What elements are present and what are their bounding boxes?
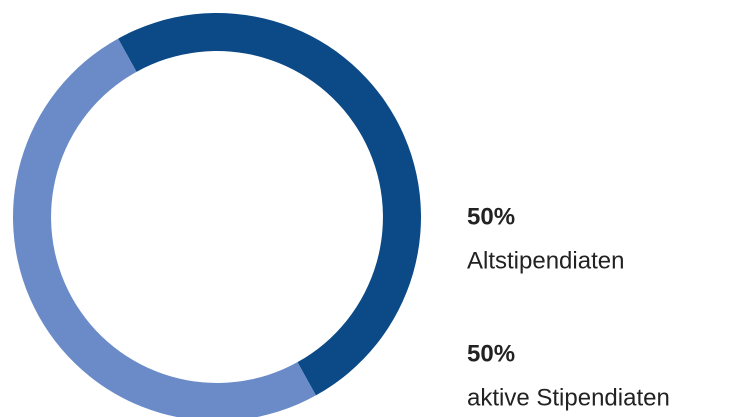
legend-value: 50%	[467, 340, 515, 367]
legend-value: 50%	[467, 203, 515, 230]
legend-label: aktive Stipendiaten	[467, 384, 670, 411]
donut-segment	[13, 38, 316, 417]
legend-label: Altstipendiaten	[467, 247, 624, 274]
donut-segment	[118, 13, 421, 396]
